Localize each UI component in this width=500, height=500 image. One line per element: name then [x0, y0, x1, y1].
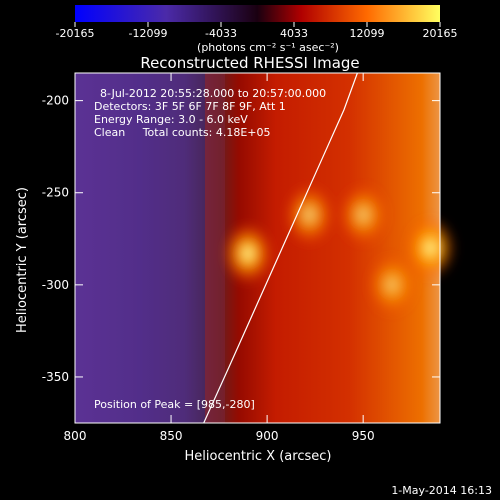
colorbar [75, 5, 440, 22]
colorbar-label: (photons cm⁻² s⁻¹ asec⁻²) [197, 41, 339, 54]
y-axis-label: Heliocentric Y (arcsec) [15, 187, 30, 333]
heatmap-source [337, 182, 390, 247]
heatmap-sources [221, 182, 457, 317]
peak-position-label: Position of Peak = [985,-280] [94, 398, 255, 411]
colorbar-ticks: -20165 -12099 -4033 4033 12099 20165 [56, 22, 458, 40]
plot-frame [74, 72, 441, 424]
annotation-clean: Clean Total counts: 4.18E+05 [94, 126, 271, 139]
colorbar-tick-label: 4033 [280, 27, 308, 40]
annotation-time: 8-Jul-2012 20:55:28.000 to 20:57:00.000 [100, 87, 326, 100]
heatmap-source [365, 252, 418, 317]
heatmap-purple-band [75, 73, 225, 423]
colorbar-tick-label: -12099 [129, 27, 168, 40]
solar-limb [203, 72, 358, 424]
colorbar-tick-label: 20165 [423, 27, 458, 40]
x-tick-label: 800 [64, 429, 87, 443]
chart-title: Reconstructed RHESSI Image [140, 54, 359, 72]
heatmap-source [404, 216, 457, 280]
y-tick-label: -350 [42, 370, 69, 384]
colorbar-tick-label: -20165 [56, 27, 95, 40]
annotation-detectors: Detectors: 3F 5F 6F 7F 8F 9F, Att 1 [94, 100, 286, 113]
x-tick-label: 850 [160, 429, 183, 443]
heatmap-source [283, 182, 336, 247]
x-tick-label: 900 [256, 429, 279, 443]
heatmap-source [221, 221, 274, 286]
y-tick-label: -200 [42, 94, 69, 108]
colorbar-tick-label: 12099 [350, 27, 385, 40]
y-tick-label: -300 [42, 278, 69, 292]
y-tick-label: -250 [42, 186, 69, 200]
axis-ticks: 800 850 900 950 -350 -300 -250 -200 [42, 73, 440, 443]
annotation-energy: Energy Range: 3.0 - 6.0 keV [94, 113, 248, 126]
x-axis-label: Heliocentric X (arcsec) [185, 449, 332, 464]
colorbar-tick-label: -4033 [205, 27, 237, 40]
x-tick-label: 950 [352, 429, 375, 443]
footer-date: 1-May-2014 16:13 [391, 484, 492, 497]
heatmap [75, 73, 457, 423]
